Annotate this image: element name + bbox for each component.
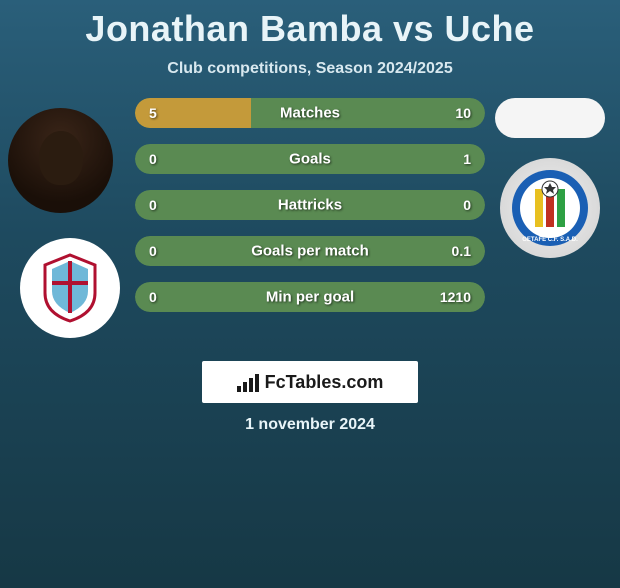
stat-value-left: 0 [149, 151, 157, 167]
stat-row: Matches 5 10 [135, 98, 485, 128]
brand-badge: FcTables.com [202, 361, 418, 403]
player-right-club-badge: GETAFE C.F. S.A.D. [500, 158, 600, 258]
stat-row: Min per goal 0 1210 [135, 282, 485, 312]
stat-value-right: 1 [463, 151, 471, 167]
page-title: Jonathan Bamba vs Uche [0, 8, 620, 50]
stat-label: Goals [289, 151, 331, 168]
stat-value-right: 10 [455, 105, 471, 121]
getafe-icon: GETAFE C.F. S.A.D. [511, 169, 589, 247]
brand-text: FcTables.com [265, 372, 384, 393]
celta-vigo-icon [40, 253, 100, 323]
player-right-avatar [495, 98, 605, 138]
stat-row: Goals per match 0 0.1 [135, 236, 485, 266]
stat-value-left: 5 [149, 105, 157, 121]
player-left-avatar [8, 108, 113, 213]
stat-label: Hattricks [278, 197, 342, 214]
subtitle: Club competitions, Season 2024/2025 [0, 60, 620, 78]
stat-value-left: 0 [149, 197, 157, 213]
stat-value-right: 0.1 [452, 243, 471, 259]
stat-row: Goals 0 1 [135, 144, 485, 174]
stat-value-left: 0 [149, 289, 157, 305]
stat-value-left: 0 [149, 243, 157, 259]
stat-label: Goals per match [251, 243, 369, 260]
chart-icon [237, 372, 259, 392]
stat-label: Min per goal [266, 289, 354, 306]
svg-text:GETAFE C.F. S.A.D.: GETAFE C.F. S.A.D. [522, 237, 578, 243]
stats-container: Matches510Goals01Hattricks00Goals per ma… [135, 98, 485, 328]
stat-row: Hattricks 0 0 [135, 190, 485, 220]
stat-label: Matches [280, 105, 340, 122]
comparison-content: GETAFE C.F. S.A.D. Matches 5 10 Goals 0 1 Hatt… [0, 108, 620, 358]
stat-value-right: 0 [463, 197, 471, 213]
stat-value-right: 1210 [440, 289, 471, 305]
player-left-club-badge [20, 238, 120, 338]
date-label: 1 november 2024 [245, 416, 375, 434]
